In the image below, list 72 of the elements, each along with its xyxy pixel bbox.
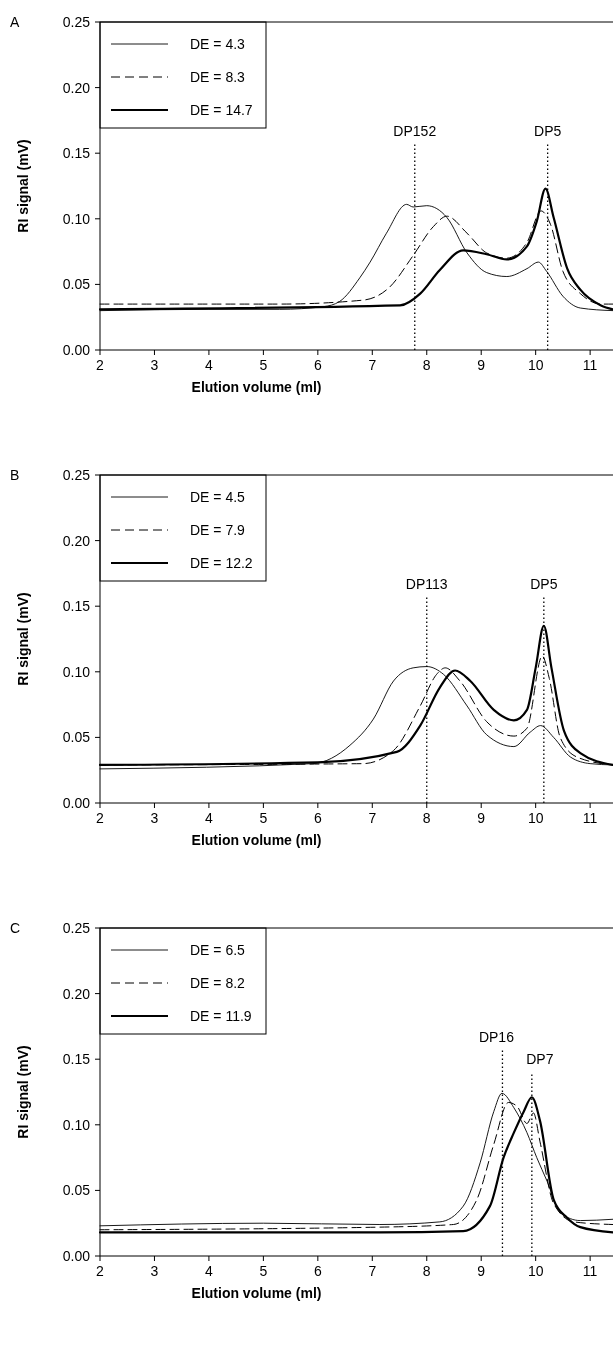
y-tick-label: 0.20 (62, 79, 91, 96)
y-tick-label: 0.20 (62, 532, 91, 549)
chart-title: B (10, 466, 20, 483)
x-axis-title: Elution volume (ml) (191, 1285, 322, 1301)
y-tick-label: 0.15 (62, 145, 91, 162)
x-tick-label: 3 (150, 810, 159, 826)
x-tick-label: 5 (259, 1263, 268, 1279)
x-tick-label: 9 (477, 1263, 486, 1279)
legend-label: DE = 4.3 (190, 35, 246, 52)
ref-line-label: DP113 (405, 576, 448, 593)
x-tick-label: 2 (96, 810, 105, 826)
legend-label: DE = 12.2 (190, 554, 253, 571)
x-tick-label: 6 (313, 1263, 322, 1279)
y-tick-label: 0.00 (62, 794, 91, 811)
ref-line-label: DP5 (530, 576, 558, 593)
legend-label: DE = 6.5 (190, 941, 246, 958)
x-axis-title: Elution volume (ml) (191, 379, 322, 395)
x-tick-label: 7 (368, 357, 377, 373)
y-tick-label: 0.15 (62, 598, 91, 615)
legend-label: DE = 8.2 (190, 974, 246, 991)
x-tick-label: 5 (259, 357, 268, 373)
x-tick-label: 4 (205, 810, 214, 826)
x-tick-label: 6 (313, 810, 322, 826)
y-tick-label: 0.10 (62, 210, 91, 227)
y-tick-label: 0.05 (62, 729, 91, 746)
y-tick-label: 0.05 (62, 1182, 91, 1199)
x-tick-label: 2 (96, 357, 105, 373)
y-tick-label: 0.00 (62, 341, 91, 358)
x-tick-label: 7 (368, 1263, 377, 1279)
x-tick-label: 11 (582, 1263, 598, 1279)
ref-line-label: DP152 (393, 123, 437, 140)
y-tick-label: 0.15 (62, 1051, 91, 1068)
x-tick-label: 10 (527, 357, 544, 373)
x-axis-title: Elution volume (ml) (191, 832, 322, 848)
y-tick-label: 0.10 (62, 1116, 91, 1133)
legend-label: DE = 7.9 (190, 521, 246, 538)
y-axis-title: RI signal (mV) (15, 592, 31, 686)
x-tick-label: 9 (477, 810, 486, 826)
x-tick-label: 9 (477, 357, 486, 373)
legend-label: DE = 11.9 (190, 1007, 252, 1024)
chart-title: C (10, 919, 21, 936)
y-tick-label: 0.05 (62, 276, 91, 293)
y-axis-title: RI signal (mV) (15, 139, 31, 233)
x-tick-label: 10 (527, 1263, 544, 1279)
x-tick-label: 4 (205, 1263, 214, 1279)
x-tick-label: 10 (527, 810, 544, 826)
x-tick-label: 6 (313, 357, 322, 373)
x-tick-label: 8 (422, 357, 431, 373)
ref-line-label: DP7 (526, 1051, 554, 1068)
x-tick-label: 8 (422, 810, 431, 826)
legend-label: DE = 4.5 (190, 488, 246, 505)
x-tick-label: 11 (582, 810, 598, 826)
y-axis-title: RI signal (mV) (15, 1045, 31, 1139)
y-tick-label: 0.00 (62, 1247, 91, 1264)
x-tick-label: 3 (150, 357, 159, 373)
x-tick-label: 3 (150, 1263, 159, 1279)
y-tick-label: 0.25 (62, 466, 91, 483)
x-tick-label: 5 (259, 810, 268, 826)
y-tick-label: 0.25 (62, 919, 91, 936)
chart-title: A (10, 13, 20, 30)
x-tick-label: 7 (368, 810, 377, 826)
y-tick-label: 0.25 (62, 13, 91, 30)
x-tick-label: 8 (422, 1263, 431, 1279)
legend-label: DE = 14.7 (190, 101, 253, 118)
legend-label: DE = 8.3 (190, 68, 246, 85)
x-tick-label: 2 (96, 1263, 105, 1279)
x-tick-label: 4 (205, 357, 214, 373)
ref-line-label: DP5 (534, 123, 562, 140)
x-tick-label: 11 (582, 357, 598, 373)
ref-line-label: DP16 (478, 1029, 515, 1046)
y-tick-label: 0.20 (62, 985, 91, 1002)
y-tick-label: 0.10 (62, 663, 91, 680)
